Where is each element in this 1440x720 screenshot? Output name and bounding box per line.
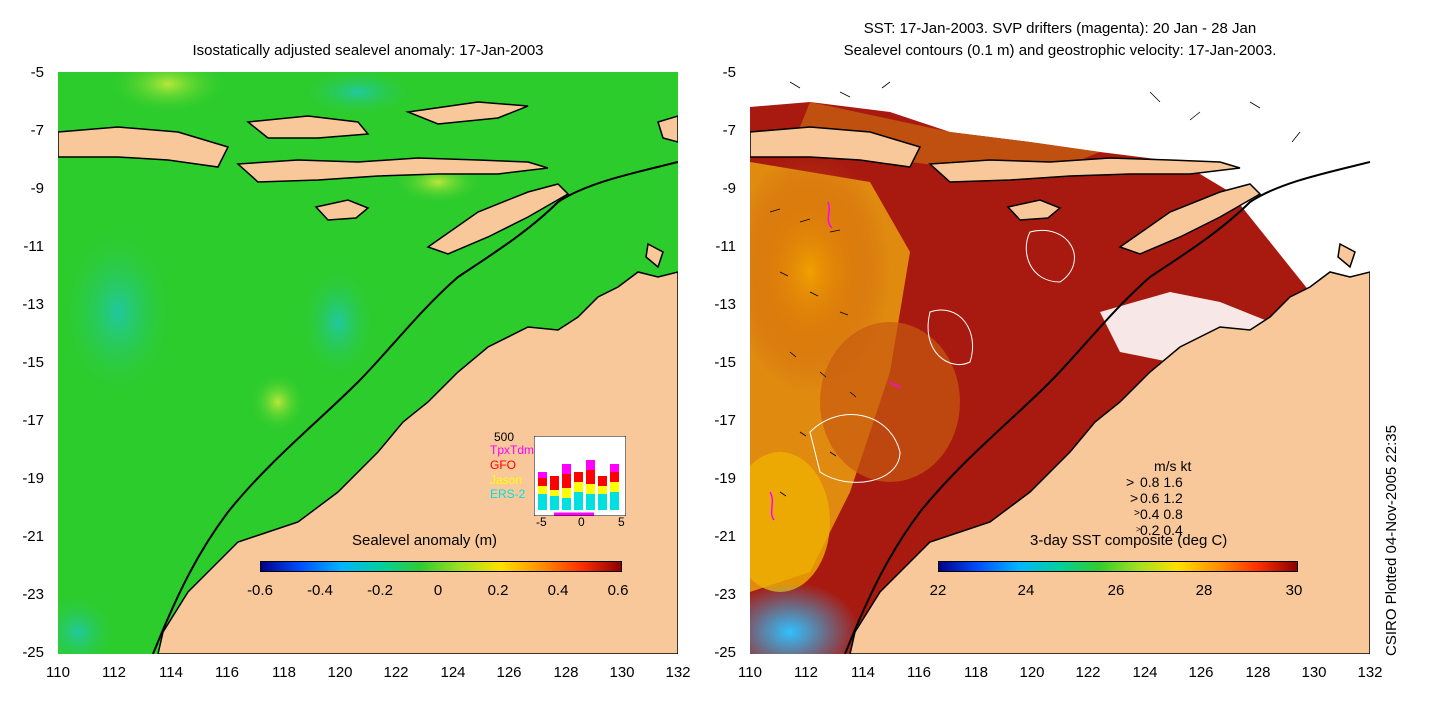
velocity-legend-row: 0.8 1.6 <box>1140 474 1183 490</box>
australia-land <box>157 271 678 654</box>
left-colorbar-title: Sealevel anomaly (m) <box>352 532 498 549</box>
y-tick: -19 <box>714 470 736 487</box>
inset-mission-label: TpxTdm <box>490 443 535 457</box>
y-tick: -17 <box>714 412 736 429</box>
x-tick: 124 <box>1132 664 1158 681</box>
y-tick: -21 <box>714 528 736 545</box>
colorbar-label: 0 <box>433 582 443 599</box>
inset-mission-label: ERS-2 <box>490 487 526 501</box>
y-tick: -13 <box>714 296 736 313</box>
x-tick: 118 <box>272 664 296 681</box>
y-tick: -11 <box>23 238 44 255</box>
y-tick: -13 <box>22 296 44 313</box>
right-colorbar <box>938 561 1298 572</box>
x-tick: 110 <box>46 664 70 681</box>
y-tick: -5 <box>30 64 44 81</box>
x-tick: 124 <box>440 664 466 681</box>
x-tick: 120 <box>1019 664 1045 681</box>
x-tick: 128 <box>553 664 579 681</box>
x-tick: 132 <box>1357 664 1383 681</box>
velocity-legend-row: 0.2 0.4 <box>1140 522 1183 538</box>
x-tick: 122 <box>383 664 409 681</box>
colorbar-label: -0.6 <box>247 582 273 599</box>
x-tick: 126 <box>1188 664 1214 681</box>
velocity-arrows <box>769 81 1301 497</box>
y-tick: -23 <box>714 586 736 603</box>
velocity-legend-header: m/s kt <box>1154 458 1192 474</box>
colorbar-label: -0.2 <box>367 582 393 599</box>
velocity-arrow-icon: > <box>1134 508 1140 519</box>
colorbar-label: 28 <box>1195 582 1213 599</box>
x-tick: 122 <box>1075 664 1101 681</box>
right-map <box>750 72 1370 654</box>
x-tick: 118 <box>964 664 988 681</box>
left-map <box>58 72 678 654</box>
y-tick: -21 <box>22 528 44 545</box>
velocity-legend-row: 0.4 0.8 <box>1140 506 1183 522</box>
x-tick: 114 <box>851 664 875 681</box>
inset-max-label: 500 <box>494 430 515 444</box>
y-tick: -7 <box>722 122 736 139</box>
left-colorbar <box>260 561 622 572</box>
x-tick: 120 <box>327 664 353 681</box>
y-tick: -9 <box>30 180 44 197</box>
inset-x-label: 5 <box>618 515 625 529</box>
colorbar-label: 24 <box>1017 582 1035 599</box>
x-tick: 110 <box>738 664 762 681</box>
colorbar-label: 22 <box>929 582 947 599</box>
plot-credit: CSIRO Plotted 04-Nov-2005 22:35 <box>1383 425 1400 656</box>
drifter-tracks <box>769 201 901 521</box>
y-tick: -9 <box>722 180 736 197</box>
inset-x-label: -5 <box>536 515 547 529</box>
colorbar-label: -0.4 <box>307 582 333 599</box>
inset-mission-label: GFO <box>490 458 516 472</box>
y-tick: -15 <box>22 354 44 371</box>
colorbar-label: 0.2 <box>487 582 509 599</box>
inset-bar <box>538 460 619 510</box>
y-tick: -7 <box>30 122 44 139</box>
y-tick: -15 <box>714 354 736 371</box>
x-tick: 132 <box>665 664 691 681</box>
right-panel-title-line2: Sealevel contours (0.1 m) and geostrophi… <box>843 42 1277 59</box>
x-tick: 126 <box>496 664 522 681</box>
y-tick: -17 <box>22 412 44 429</box>
inset-mission-label: Jason <box>490 473 523 487</box>
y-tick: -19 <box>22 470 44 487</box>
velocity-arrow-icon: > <box>1126 474 1135 490</box>
x-tick: 130 <box>609 664 635 681</box>
x-tick: 130 <box>1301 664 1327 681</box>
y-tick: -11 <box>715 238 736 255</box>
y-tick: -25 <box>714 644 736 661</box>
y-tick: -23 <box>22 586 44 603</box>
left-panel-title: Isostatically adjusted sealevel anomaly:… <box>192 42 544 59</box>
velocity-arrow-icon: > <box>1130 490 1139 506</box>
colorbar-label: 26 <box>1107 582 1125 599</box>
colorbar-label: 0.4 <box>547 582 569 599</box>
x-tick: 128 <box>1245 664 1271 681</box>
x-tick: 116 <box>907 664 931 681</box>
colorbar-label: 0.6 <box>607 582 629 599</box>
y-tick: -25 <box>22 644 44 661</box>
inset-x-label: 0 <box>578 515 585 529</box>
velocity-arrow-icon: > <box>1136 525 1141 534</box>
x-tick: 116 <box>215 664 239 681</box>
right-colorbar-title: 3-day SST composite (deg C) <box>1030 532 1228 549</box>
y-tick: -5 <box>722 64 736 81</box>
right-panel-title-line1: SST: 17-Jan-2003. SVP drifters (magenta)… <box>863 20 1257 37</box>
x-tick: 114 <box>159 664 183 681</box>
velocity-legend-row: 0.6 1.2 <box>1140 490 1183 506</box>
inset-bar-chart <box>534 436 626 516</box>
x-tick: 112 <box>102 664 126 681</box>
x-tick: 112 <box>794 664 818 681</box>
colorbar-label: 30 <box>1285 582 1303 599</box>
